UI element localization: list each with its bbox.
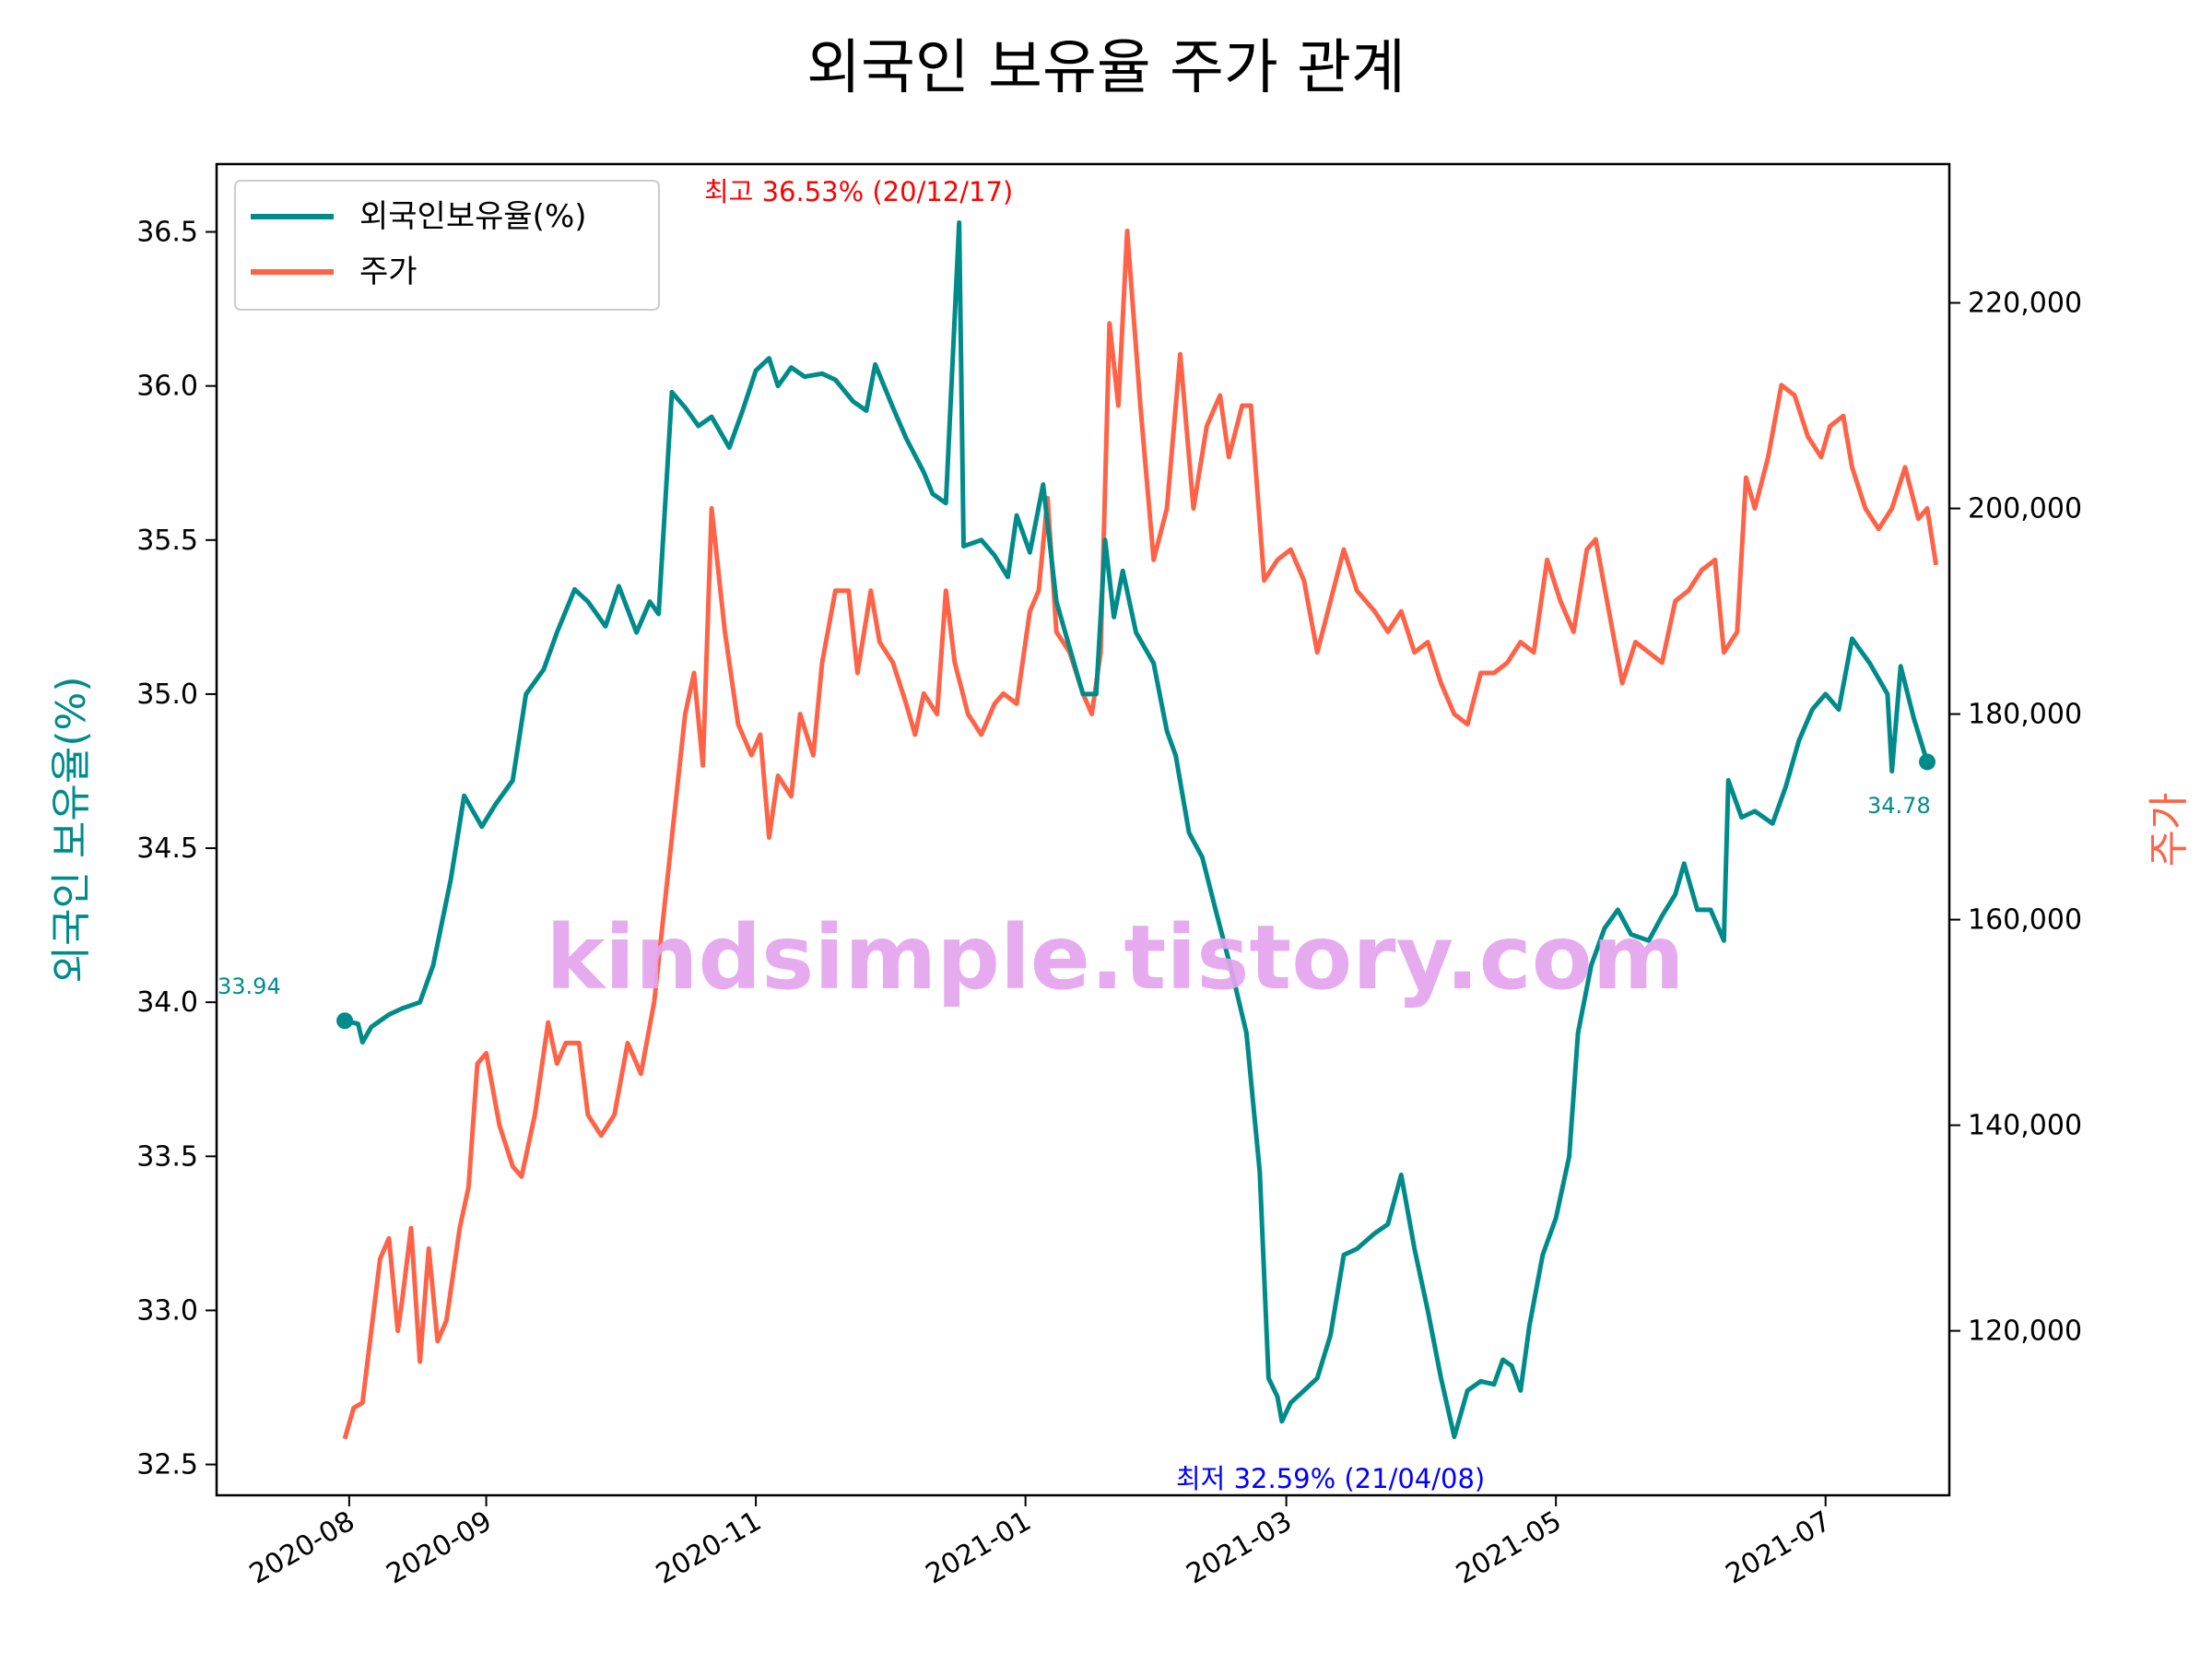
y2-tick-label: 120,000 <box>1968 1316 2082 1348</box>
x-tick-label: 2020-08 <box>244 1505 360 1591</box>
annotation-max-label: 최고 36.53% (20/12/17) <box>704 176 1013 207</box>
annotation-start-value: 33.94 <box>218 974 281 999</box>
y-axis-label-left: 외국인 보유율(%) <box>48 676 95 983</box>
y-axis-label-right: 주가 <box>2146 793 2193 867</box>
legend-box <box>234 180 660 311</box>
y2-tick-label: 180,000 <box>1968 699 2082 731</box>
y-tick-label: 36.5 <box>136 217 198 249</box>
watermark: kindsimple.tistory.com <box>546 906 1684 1009</box>
y2-tick-label: 140,000 <box>1968 1110 2082 1142</box>
y2-tick-label: 160,000 <box>1968 904 2082 937</box>
plot-frame <box>215 162 1951 1497</box>
annotation-end-value: 34.78 <box>1867 793 1931 819</box>
x-tick-label: 2021-01 <box>921 1505 1037 1591</box>
y2-tick-label: 200,000 <box>1968 493 2082 525</box>
legend: 외국인보유율(%) 주가 <box>234 180 660 311</box>
price-line-layer <box>342 229 1939 1440</box>
y-ticks-layer: 32.5 33.0 33.5 34.0 34.5 35.0 35.5 36.0 36.5 <box>136 217 217 1481</box>
annotation-min-label: 최저 32.59% (21/04/08) <box>1176 1463 1485 1494</box>
y-tick-label: 35.0 <box>136 679 198 711</box>
end-point-marker <box>1919 753 1936 771</box>
legend-label-foreign: 외국인보유율(%) <box>359 198 587 235</box>
legend-label-price: 주가 <box>359 254 418 290</box>
y-tick-label: 34.5 <box>136 832 198 865</box>
x-tick-label: 2020-09 <box>381 1505 497 1591</box>
y-tick-label: 33.5 <box>136 1140 198 1173</box>
y-tick-label: 33.0 <box>136 1294 198 1327</box>
foreign-series-line <box>344 220 1930 1439</box>
y-tick-label: 34.0 <box>136 986 198 1019</box>
x-ticks-layer: 2020-08 2020-09 2020-11 2021-01 2021-03 2021-… <box>244 1495 1837 1591</box>
foreign-line-layer <box>344 220 1930 1439</box>
chart-title: 외국인 보유율 주가 관계 <box>806 34 1406 102</box>
start-point-marker <box>336 1012 354 1030</box>
x-tick-label: 2021-05 <box>1451 1505 1567 1591</box>
y-tick-label: 35.5 <box>136 525 198 557</box>
y2-ticks-layer: 120,000 140,000 160,000 180,000 200,000 220,0… <box>1949 288 2082 1348</box>
endpoint-layer <box>336 753 1936 1030</box>
x-tick-label: 2021-03 <box>1182 1505 1298 1591</box>
y-tick-label: 32.5 <box>136 1449 198 1481</box>
price-series-line <box>342 229 1939 1440</box>
y2-tick-label: 220,000 <box>1968 288 2082 320</box>
x-tick-label: 2020-11 <box>651 1505 767 1591</box>
y-tick-label: 36.0 <box>136 371 198 403</box>
x-tick-label: 2021-07 <box>1721 1505 1837 1591</box>
